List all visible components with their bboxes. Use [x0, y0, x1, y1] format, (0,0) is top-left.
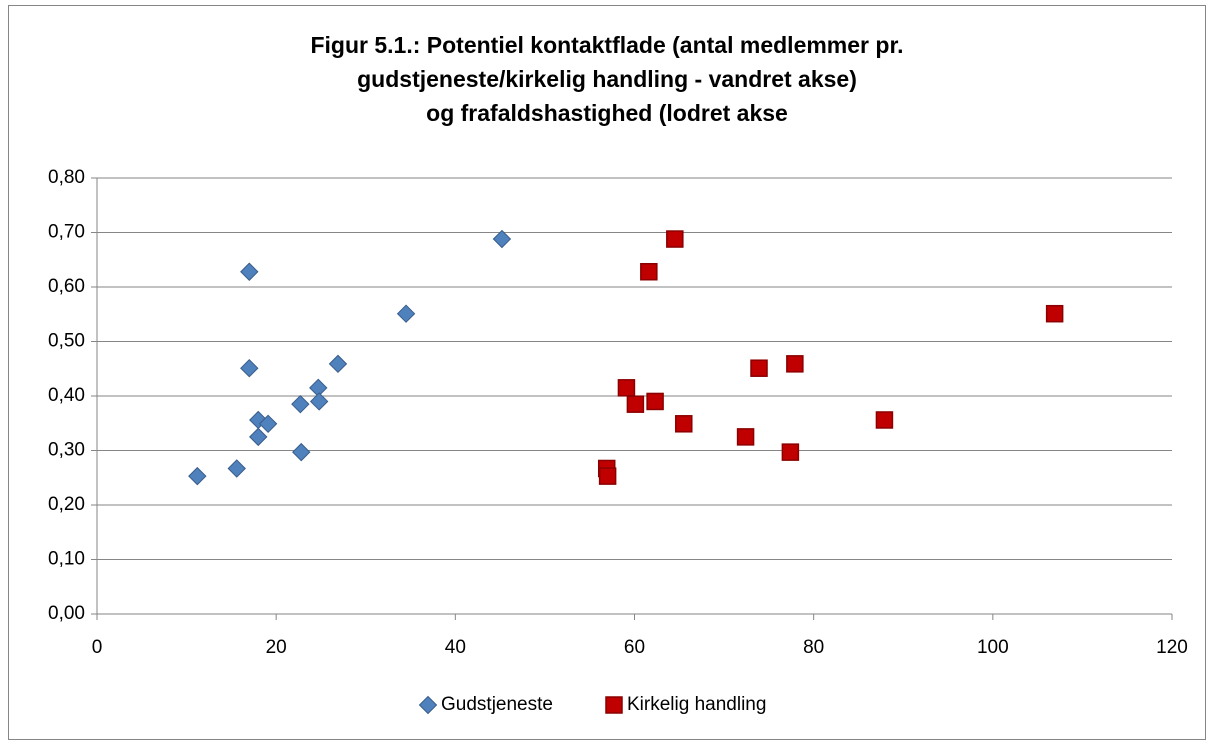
- y-tick-label: 0,50: [48, 331, 85, 352]
- point: [328, 354, 348, 374]
- point: [750, 359, 768, 377]
- y-tick-label: 0,80: [48, 167, 85, 188]
- legend-marker: [605, 696, 623, 714]
- chart-frame: [8, 5, 1206, 740]
- point: [617, 379, 636, 397]
- point: [1045, 304, 1064, 323]
- y-tick-label: 0,60: [48, 276, 85, 297]
- point: [666, 230, 684, 248]
- y-tick-label: 0,00: [48, 603, 85, 624]
- point: [875, 411, 894, 429]
- point: [781, 443, 800, 461]
- point: [240, 358, 259, 378]
- point: [396, 304, 416, 323]
- chart-title: Figur 5.1.: Potentiel kontaktflade (anta…: [310, 32, 903, 58]
- x-tick-label: 120: [1156, 637, 1188, 658]
- point: [249, 427, 268, 447]
- chart-title: gudstjeneste/kirkelig handling - vandret…: [357, 66, 857, 92]
- x-tick-label: 60: [624, 637, 645, 658]
- x-tick-label: 40: [445, 637, 466, 658]
- y-tick-label: 0,10: [48, 549, 85, 570]
- point: [258, 414, 278, 434]
- y-tick-label: 0,40: [48, 385, 85, 406]
- legend-label: Gudstjeneste: [441, 694, 553, 715]
- y-tick-label: 0,20: [48, 494, 85, 515]
- point: [240, 262, 259, 281]
- point: [598, 467, 617, 485]
- x-tick-label: 80: [803, 637, 824, 658]
- point: [786, 355, 804, 373]
- point: [227, 459, 246, 478]
- point: [292, 442, 311, 462]
- y-tick-label: 0,70: [48, 222, 85, 243]
- point: [640, 262, 658, 281]
- point: [309, 392, 329, 411]
- point: [492, 229, 512, 249]
- point: [736, 428, 755, 446]
- legend-label: Kirkelig handling: [627, 694, 766, 715]
- x-tick-label: 20: [266, 637, 287, 658]
- point: [646, 392, 664, 411]
- x-tick-label: 0: [92, 637, 103, 658]
- chart-title: og frafaldshastighed (lodret akse: [426, 100, 788, 126]
- point: [188, 466, 207, 486]
- y-tick-label: 0,30: [48, 440, 85, 461]
- point: [626, 395, 645, 413]
- point: [291, 394, 310, 414]
- x-tick-label: 100: [977, 637, 1009, 658]
- point: [675, 415, 693, 433]
- legend-marker: [418, 695, 438, 715]
